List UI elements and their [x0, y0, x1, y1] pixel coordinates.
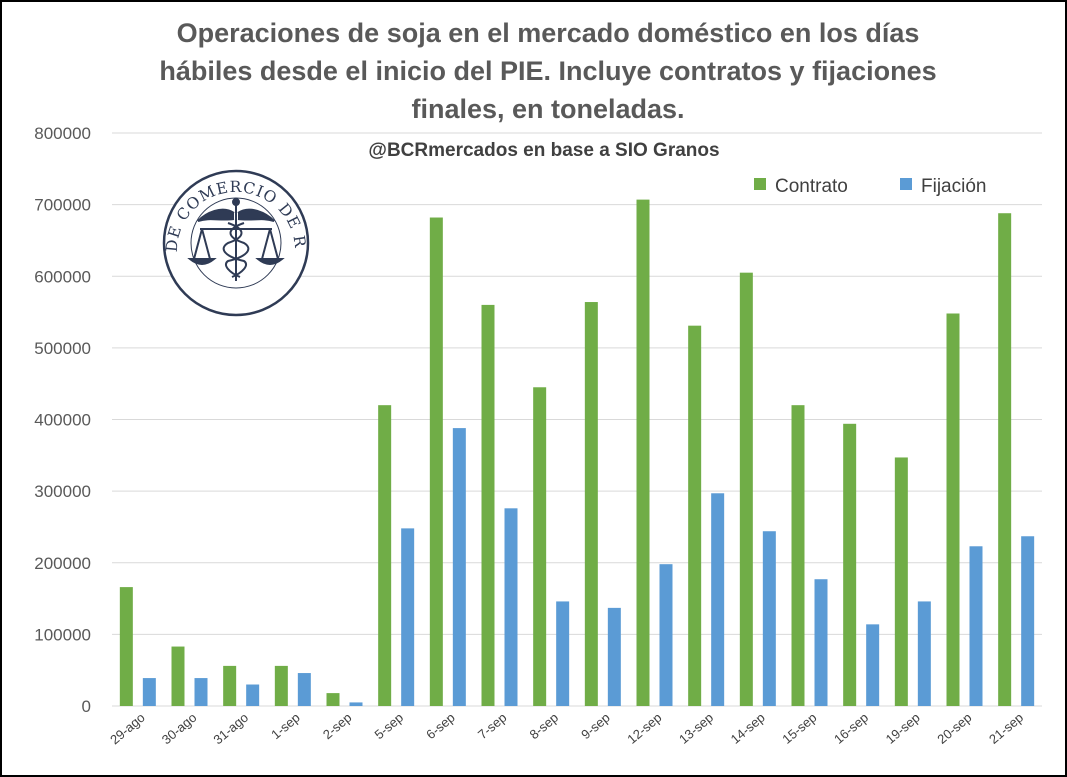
bar-fijacion: [452, 428, 466, 706]
x-tick-label: 29-ago: [107, 710, 148, 748]
bar-contrato: [584, 302, 598, 706]
bar-contrato: [326, 693, 340, 706]
x-tick-label: 5-sep: [372, 710, 407, 742]
x-tick-label: 12-sep: [624, 710, 664, 747]
legend-swatch-fijacion: [900, 178, 912, 190]
x-tick-label: 6-sep: [423, 710, 458, 742]
bar-contrato: [791, 405, 805, 706]
bar-contrato: [223, 665, 237, 706]
chart-title-line-2: hábiles desde el inicio del PIE. Incluye…: [159, 56, 936, 86]
bar-contrato: [739, 272, 753, 706]
bar-fijacion: [297, 673, 311, 706]
x-tick-label: 21-sep: [986, 710, 1026, 747]
bar-contrato: [119, 587, 133, 706]
bars: [119, 199, 1035, 706]
legend: Contrato Fijación: [754, 176, 986, 197]
bar-contrato: [636, 199, 650, 706]
x-tick-label: 7-sep: [475, 710, 510, 742]
bar-fijacion: [246, 684, 260, 706]
legend-swatch-contrato: [754, 178, 766, 190]
bar-contrato: [429, 217, 443, 706]
bar-contrato: [378, 405, 392, 706]
x-tick-label: 15-sep: [779, 710, 819, 747]
bar-fijacion: [659, 564, 673, 706]
bar-fijacion: [762, 531, 776, 706]
x-tick-label: 2-sep: [320, 710, 355, 742]
bar-contrato: [998, 213, 1012, 706]
bar-fijacion: [814, 579, 828, 706]
bar-contrato: [688, 325, 702, 706]
y-tick-label: 300000: [34, 482, 91, 501]
x-tick-label: 19-sep: [883, 710, 923, 747]
bar-contrato: [946, 313, 960, 706]
caduceus-scales-icon: [187, 198, 285, 281]
chart-title-line-1: Operaciones de soja en el mercado domést…: [177, 18, 920, 48]
x-tick-label: 31-ago: [210, 710, 251, 748]
bar-fijacion: [866, 624, 880, 706]
bar-contrato: [171, 646, 185, 706]
y-axis-ticks: 0 100000 200000 300000 400000 500000 600000 700…: [34, 124, 91, 716]
x-axis-ticks: 29-ago 30-ago 31-ago 1-sep 2-sep 5-sep 6-sep 7-…: [107, 710, 1026, 748]
x-tick-label: 14-sep: [728, 710, 768, 747]
bar-contrato: [533, 387, 547, 706]
bar-fijacion: [711, 493, 725, 706]
bar-fijacion: [556, 601, 570, 706]
legend-label-contrato: Contrato: [775, 176, 848, 197]
x-tick-label: 1-sep: [268, 710, 303, 742]
y-tick-label: 100000: [34, 625, 91, 644]
y-tick-label: 700000: [34, 196, 91, 215]
x-tick-label: 30-ago: [159, 710, 200, 748]
chart-subtitle: @BCRmercados en base a SIO Granos: [368, 140, 719, 161]
bar-contrato: [843, 423, 857, 706]
chart-title-line-3: finales, en toneladas.: [411, 94, 684, 124]
bar-fijacion: [349, 702, 363, 706]
legend-label-fijacion: Fijación: [921, 176, 986, 197]
bar-fijacion: [194, 678, 208, 706]
x-tick-label: 9-sep: [578, 710, 613, 742]
bar-fijacion: [607, 607, 621, 706]
bar-fijacion: [401, 528, 415, 706]
bolsa-comercio-seal-logo: BOLSA DE COMERCIO DE ROSARIO: [163, 169, 310, 317]
bar-fijacion: [969, 546, 983, 706]
bar-fijacion: [504, 508, 518, 706]
bar-contrato: [481, 304, 495, 706]
y-tick-label: 0: [82, 697, 91, 716]
y-tick-label: 600000: [34, 267, 91, 286]
y-tick-label: 800000: [34, 124, 91, 143]
bar-contrato: [894, 457, 908, 706]
x-tick-label: 20-sep: [934, 710, 974, 747]
x-tick-label: 13-sep: [676, 710, 716, 747]
y-tick-label: 200000: [34, 554, 91, 573]
bar-fijacion: [1021, 536, 1035, 706]
y-tick-label: 400000: [34, 411, 91, 430]
bar-contrato: [274, 665, 288, 706]
y-tick-label: 500000: [34, 339, 91, 358]
x-tick-label: 16-sep: [831, 710, 871, 747]
bar-fijacion: [917, 601, 931, 706]
x-tick-label: 8-sep: [527, 710, 562, 742]
bar-fijacion: [142, 678, 156, 706]
